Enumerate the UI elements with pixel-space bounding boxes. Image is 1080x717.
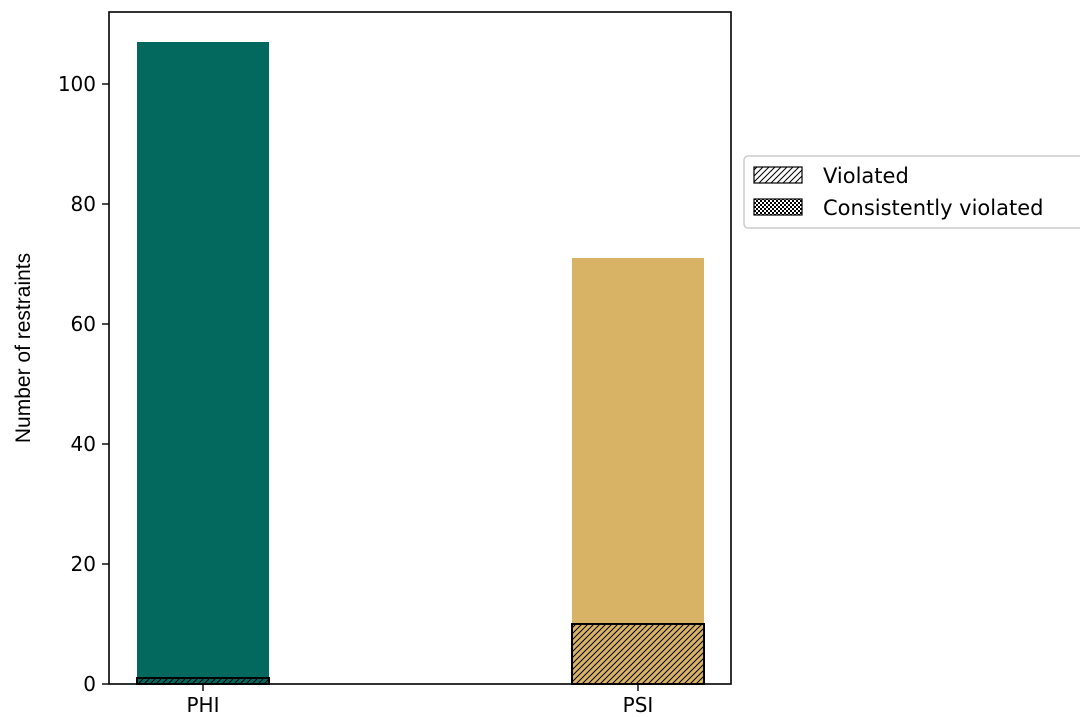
violated-overlays-layer	[136, 623, 705, 685]
legend-label-violated: Violated	[823, 164, 909, 188]
bar-psi-violated	[571, 623, 705, 685]
legend-swatch-consistently-violated	[753, 198, 803, 216]
y-axis-ticks: 0 20 40 60 80 100	[58, 72, 109, 696]
y-tick-label: 0	[83, 672, 96, 696]
legend-frame	[743, 155, 1080, 229]
x-tick-label-phi: PHI	[187, 693, 220, 717]
y-tick-label: 40	[71, 432, 96, 456]
bar-psi	[572, 258, 704, 684]
plot-frame	[108, 11, 732, 685]
y-tick-label: 80	[71, 192, 96, 216]
x-axis-ticks: PHI PSI	[187, 684, 654, 717]
bar-phi	[137, 42, 269, 684]
bar-phi-violated	[136, 677, 270, 685]
legend-swatch-violated	[753, 166, 803, 184]
y-tick-label: 100	[58, 72, 96, 96]
y-tick-label: 60	[71, 312, 96, 336]
legend-label-consistently-violated: Consistently violated	[823, 196, 1043, 220]
y-tick-label: 20	[71, 552, 96, 576]
bars-layer	[137, 42, 704, 684]
x-tick-label-psi: PSI	[623, 693, 654, 717]
y-axis-label: Number of restraints	[12, 253, 35, 443]
legend: Violated Consistently violated	[743, 155, 1080, 229]
